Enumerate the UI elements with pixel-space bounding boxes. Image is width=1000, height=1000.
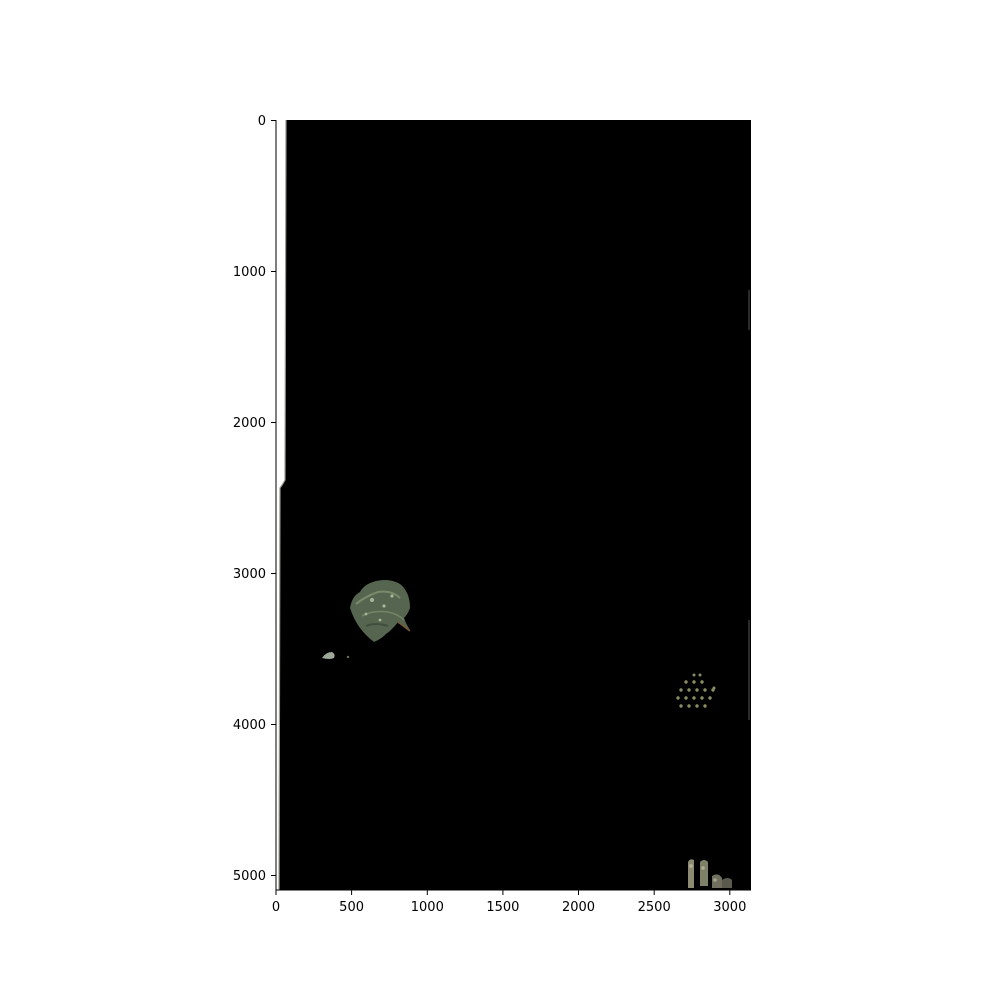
x-tick-label: 2500 [638,900,671,915]
strip-border [278,119,287,891]
plant-dot [692,673,696,677]
plant-dot [695,704,699,708]
x-tick-label: 500 [339,900,364,915]
x-tick-label: 1500 [486,900,519,915]
image-background [276,120,751,890]
plant-dot [695,688,699,692]
y-tick-label: 2000 [233,416,266,431]
plant-dot [684,696,688,700]
x-tick-label: 3000 [713,900,746,915]
y-tick-label: 3000 [233,567,266,582]
y-tick-label: 1000 [233,265,266,280]
plant-dot [679,704,683,708]
plant-dot [692,696,696,700]
x-axis: 0 500 1000 1500 2000 2500 3000 [272,890,746,915]
y-axis: 0 1000 2000 3000 4000 5000 [233,114,276,884]
plant-dot [679,688,683,692]
plant-dot [712,686,716,690]
plant-dot [703,704,707,708]
plant-dot [708,696,712,700]
plant-dot [700,696,704,700]
axes-frame [275,120,751,891]
plant-dot [676,696,680,700]
image-display [276,119,751,891]
y-tick-label: 4000 [233,718,266,733]
plant-dot [703,688,707,692]
plant-dot [698,673,702,677]
plant-dot [692,680,696,684]
x-tick-label: 2000 [562,900,595,915]
x-tick-label: 1000 [411,900,444,915]
bottom-plant-cluster [688,859,732,888]
plant-dot [687,704,691,708]
y-tick-label: 0 [258,114,266,129]
dot-cluster [676,673,716,708]
plant-dot [700,680,704,684]
y-tick-label: 5000 [233,869,266,884]
plant-dot [684,680,688,684]
plant-dot [687,688,691,692]
small-leaf-fragment [322,652,350,659]
x-tick-label: 0 [272,900,280,915]
large-leaf [350,580,411,642]
white-edge-strip [276,120,286,890]
